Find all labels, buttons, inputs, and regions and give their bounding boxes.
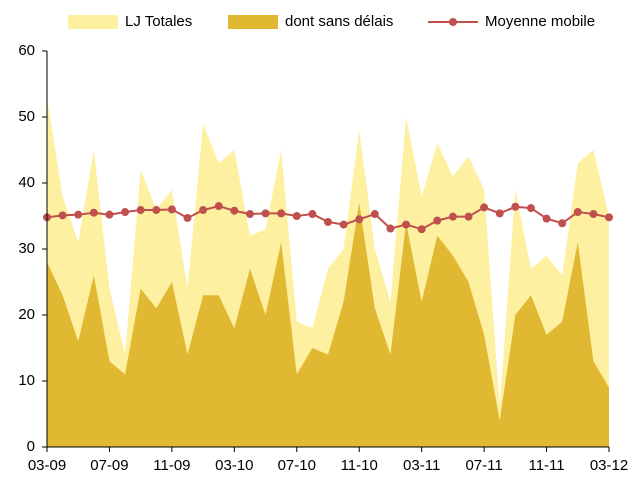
y-tick-label: 20 (18, 306, 35, 323)
y-tick-label: 40 (18, 174, 35, 191)
area (47, 202, 609, 447)
marker (277, 209, 286, 218)
marker (136, 206, 145, 215)
marker (292, 212, 301, 220)
marker (573, 208, 582, 217)
legend-swatch (68, 15, 118, 29)
legend-swatch (228, 15, 278, 29)
marker (199, 206, 208, 215)
x-tick-label: 07-09 (90, 457, 128, 474)
marker (402, 220, 411, 229)
legend-item: LJ Totales (68, 13, 192, 30)
y-tick-label: 50 (18, 108, 35, 125)
y-tick-label: 0 (27, 438, 35, 455)
y-tick-label: 10 (18, 372, 35, 389)
legend-label: dont sans délais (285, 13, 393, 30)
x-tick-label: 03-10 (215, 457, 253, 474)
marker (464, 212, 473, 221)
marker (433, 216, 442, 225)
marker (480, 203, 489, 212)
marker (121, 208, 130, 217)
y-tick-label: 30 (18, 240, 35, 257)
legend-label: Moyenne mobile (485, 13, 595, 30)
marker (417, 225, 426, 234)
legend-item: Moyenne mobile (428, 13, 595, 30)
marker (74, 210, 83, 219)
x-tick-label: 03-09 (28, 457, 66, 474)
marker (308, 210, 317, 219)
y-tick-label: 60 (18, 42, 35, 59)
x-tick-label: 11-11 (528, 457, 564, 474)
marker (230, 206, 239, 215)
legend-label: LJ Totales (125, 13, 192, 30)
legend-marker (449, 18, 457, 26)
marker (589, 210, 598, 219)
marker (183, 213, 192, 222)
marker (89, 208, 98, 217)
x-tick-label: 11-09 (153, 457, 190, 474)
marker (558, 219, 567, 228)
marker (324, 217, 332, 226)
marker (261, 209, 270, 218)
x-tick-label: 03-12 (590, 457, 628, 474)
marker (355, 215, 364, 224)
marker (245, 210, 254, 219)
x-tick-label: 07-10 (278, 457, 316, 474)
marker (58, 211, 67, 220)
marker (339, 220, 348, 229)
x-tick-label: 11-10 (341, 457, 378, 474)
marker (495, 209, 504, 218)
marker (542, 214, 551, 223)
marker (511, 202, 520, 211)
marker (370, 210, 379, 219)
marker (105, 210, 114, 219)
x-tick-label: 03-11 (403, 457, 440, 474)
marker (605, 213, 613, 222)
marker (214, 202, 223, 211)
marker (386, 224, 395, 233)
marker (152, 206, 161, 215)
marker (167, 205, 176, 214)
marker (526, 204, 535, 213)
legend-item: dont sans délais (228, 13, 393, 30)
x-tick-label: 07-11 (465, 457, 502, 474)
marker (448, 212, 457, 221)
